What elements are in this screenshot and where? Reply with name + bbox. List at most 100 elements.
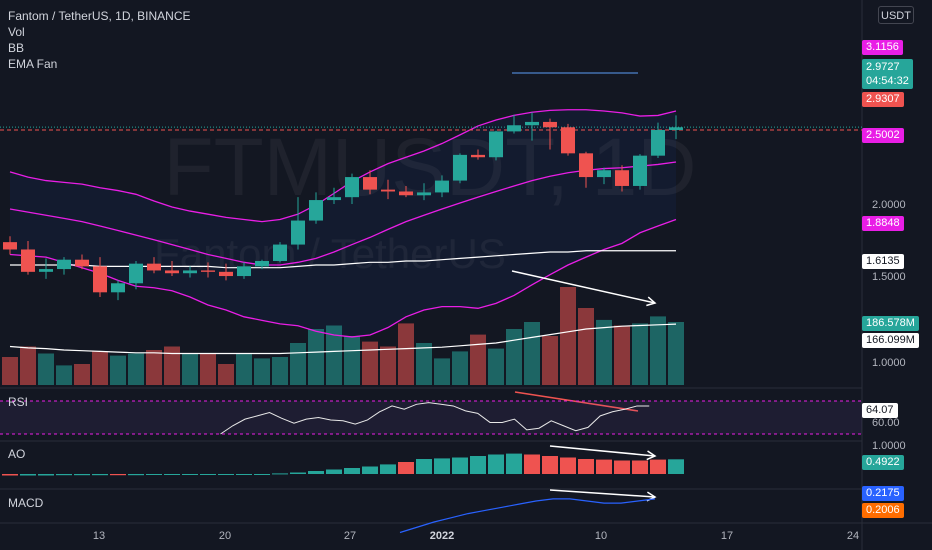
- volume-bar: [182, 353, 198, 385]
- rsi-band: [0, 401, 862, 434]
- ao-bar: [632, 460, 648, 474]
- ao-bar: [38, 474, 54, 476]
- ao-bar: [560, 457, 576, 474]
- volume-bar: [488, 348, 504, 385]
- candle-body: [633, 155, 647, 186]
- time-axis-label: 10: [594, 530, 608, 542]
- legend-bb[interactable]: BB: [8, 41, 25, 55]
- volume-bar: [56, 365, 72, 385]
- countdown-timer: 04:54:32: [866, 75, 909, 87]
- last-price-tag: 2.9727 04:54:32: [862, 59, 913, 89]
- candle-body: [309, 200, 323, 221]
- ema-line: [10, 250, 676, 269]
- time-axis-label: 17: [720, 530, 734, 542]
- drawing-arrow-macd: [549, 489, 656, 498]
- volume-bar: [164, 346, 180, 385]
- candle-body: [543, 121, 557, 128]
- ao-bar: [542, 456, 558, 474]
- time-axis-label: 20: [218, 530, 232, 542]
- drawing-arrow-ao-head: [646, 450, 657, 461]
- price-axis-label: 2.0000: [872, 199, 906, 211]
- ao-label[interactable]: AO: [8, 447, 26, 461]
- symbol-title[interactable]: Fantom / TetherUS, 1D, BINANCE: [8, 9, 191, 23]
- ao-bar: [614, 460, 630, 474]
- candle-body: [435, 180, 449, 193]
- ao-bar: [362, 466, 378, 474]
- candle-body: [273, 244, 287, 262]
- bb-fill: [10, 109, 676, 337]
- volume-bar: [632, 323, 648, 385]
- bb-lower-line: [9, 218, 677, 338]
- volume-bar: [20, 346, 36, 385]
- ao-bar: [416, 459, 432, 474]
- candle-body: [489, 131, 503, 158]
- candle-body: [363, 177, 377, 190]
- volume-bar: [236, 353, 252, 385]
- price-axis-label: 1.0000: [872, 357, 906, 369]
- time-axis-label: 27: [343, 530, 357, 542]
- volume-bar: [668, 322, 684, 385]
- candle-body: [453, 154, 467, 181]
- drawing-arrow-volume: [511, 270, 656, 304]
- volume-bar: [38, 353, 54, 385]
- macd-signal-tag: 0.2006: [862, 503, 904, 518]
- volume-ma-tag: 166.099M: [862, 333, 919, 348]
- volume-bar: [218, 364, 234, 385]
- ao-bar: [2, 474, 18, 476]
- volume-bar: [434, 358, 450, 385]
- ao-bar: [524, 454, 540, 474]
- ao-scale-label: 1.0000: [872, 440, 906, 452]
- candle-body: [417, 192, 431, 196]
- volume-bar: [326, 325, 342, 385]
- candle-body: [93, 266, 107, 293]
- ao-bar: [146, 474, 162, 475]
- bb-lower-tag: 1.8848: [862, 216, 904, 231]
- candle-body: [399, 191, 413, 196]
- candle-body: [669, 127, 683, 131]
- ao-bar: [200, 474, 216, 475]
- volume-ma-line: [9, 323, 677, 355]
- ao-bar: [272, 473, 288, 475]
- macd-label[interactable]: MACD: [8, 496, 44, 510]
- volume-bar: [560, 287, 576, 385]
- volume-bar: [380, 346, 396, 385]
- legend-vol[interactable]: Vol: [8, 25, 25, 39]
- candle-body: [39, 269, 53, 272]
- volume-bar: [524, 322, 540, 385]
- volume-bar: [254, 358, 270, 385]
- drawing-arrow-ao: [549, 445, 656, 457]
- candle-body: [129, 263, 143, 284]
- ema-tag: 1.6135: [862, 254, 904, 269]
- candle-body: [21, 249, 35, 272]
- ao-bar: [434, 458, 450, 474]
- ao-bar: [92, 474, 108, 476]
- ao-bar: [20, 474, 36, 476]
- rsi-label[interactable]: RSI: [8, 395, 29, 409]
- volume-bar: [506, 329, 522, 385]
- legend-ema-fan[interactable]: EMA Fan: [8, 57, 58, 71]
- candle-body: [201, 270, 215, 272]
- candle-body: [183, 270, 197, 274]
- candle-body: [507, 125, 521, 132]
- rsi-value-tag: 64.07: [862, 403, 898, 418]
- ao-bar: [578, 459, 594, 474]
- bb-basis-line: [9, 161, 677, 266]
- candle-body: [345, 177, 359, 198]
- drawing-arrow-volume-head: [646, 296, 657, 307]
- ao-bar: [506, 453, 522, 474]
- ao-bar: [128, 474, 144, 476]
- volume-bar: [470, 334, 486, 385]
- ao-bar: [668, 459, 684, 474]
- watermark-symbol: FTMUSDT, 1D: [164, 122, 697, 213]
- ao-bar: [56, 474, 72, 476]
- volume-tag: 186.578M: [862, 316, 919, 331]
- bb-upper-line: [9, 109, 677, 223]
- candle-body: [57, 259, 71, 270]
- volume-bar: [272, 357, 288, 385]
- currency-button[interactable]: USDT: [878, 6, 914, 24]
- ao-bar: [344, 468, 360, 474]
- volume-bar: [92, 351, 108, 385]
- price-axis-label: 1.5000: [872, 271, 906, 283]
- time-axis-label: 24: [846, 530, 860, 542]
